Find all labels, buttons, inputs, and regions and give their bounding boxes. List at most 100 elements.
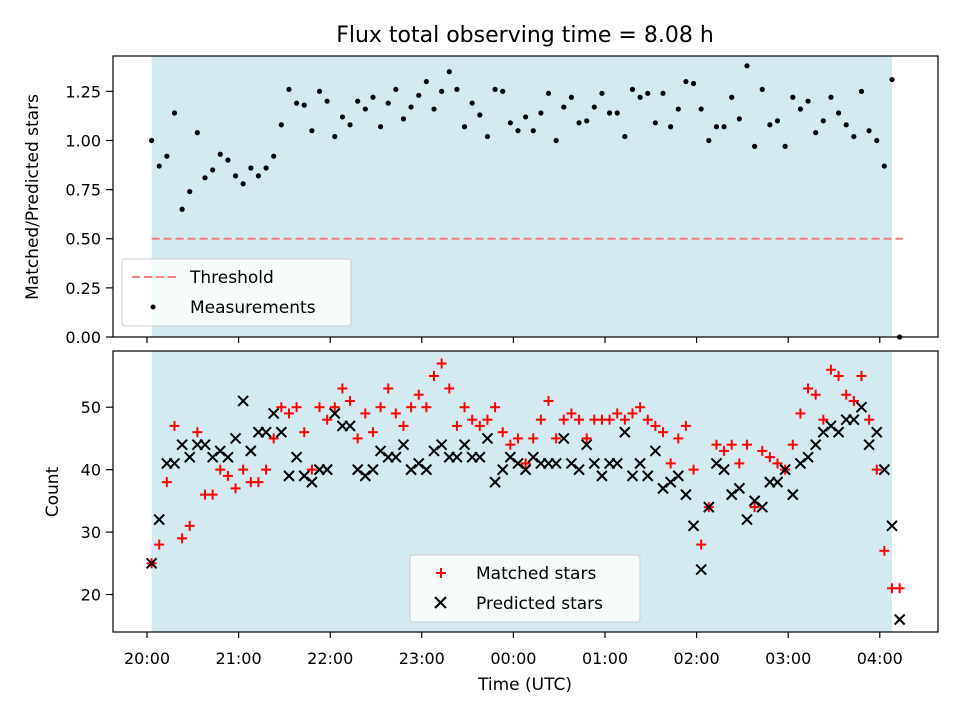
matched-star-point <box>825 364 836 375</box>
measurement-point <box>484 133 491 140</box>
matched-star-point <box>551 433 562 444</box>
measurement-point <box>790 94 796 100</box>
matched-star-point <box>413 389 424 400</box>
measurement-point <box>828 94 834 100</box>
measurement-point <box>187 188 193 195</box>
predicted-star-point <box>741 513 753 526</box>
measurement-point <box>309 128 315 134</box>
matched-star-point <box>154 539 165 550</box>
predicted-star-point <box>802 451 814 463</box>
chart-title: Flux total observing time = 8.08 h <box>336 23 714 48</box>
measurement-point <box>759 86 765 93</box>
measurement-point <box>210 167 216 173</box>
predicted-star-point <box>558 432 570 445</box>
predicted-star-point <box>229 432 242 445</box>
matched-star-point <box>566 408 577 419</box>
bottom-legend-box <box>409 554 641 623</box>
predicted-star-point <box>268 407 280 420</box>
measurement-point <box>225 157 231 163</box>
measurement-point <box>797 106 804 112</box>
matched-star-point <box>558 414 569 425</box>
matched-star-point <box>299 427 310 438</box>
matched-star-point <box>222 470 233 481</box>
measurement-point <box>400 116 407 122</box>
measurement-point <box>347 122 353 128</box>
measurement-point <box>629 86 636 93</box>
matched-star-point <box>322 414 333 425</box>
measurement-point <box>545 90 552 96</box>
matched-star-point <box>406 402 417 413</box>
predicted-star-point <box>306 476 318 488</box>
xtick-label: 23:00 <box>399 649 445 668</box>
matched-star-point <box>726 439 737 450</box>
predicted-star-point <box>451 451 463 463</box>
predicted-star-point <box>756 501 768 513</box>
matched-star-point <box>864 414 875 425</box>
matched-legend-marker <box>436 568 446 578</box>
predicted-star-point <box>687 520 700 532</box>
measurement-point <box>851 133 857 140</box>
predicted-star-point <box>321 463 333 476</box>
predicted-star-point <box>222 451 234 463</box>
matched-star-point <box>207 489 218 500</box>
predicted-star-point <box>435 438 448 451</box>
measurement-point <box>171 110 178 116</box>
predicted-star-point <box>787 488 799 501</box>
matched-legend-label: Matched stars <box>476 564 596 584</box>
measurement-point <box>179 206 185 212</box>
xtick-label: 02:00 <box>674 649 720 668</box>
measurement-point <box>454 86 460 93</box>
measurement-point <box>736 116 742 122</box>
measurement-point <box>416 92 422 98</box>
measurement-point <box>835 110 842 116</box>
bottom-panel: 20 30 40 50 20:00 21:00 22:00 23:00 00:00 01:00 0… <box>43 350 939 695</box>
matched-star-point <box>612 408 623 419</box>
matched-star-point <box>215 464 226 475</box>
matched-star-point <box>184 520 195 531</box>
matched-star-point <box>673 433 684 444</box>
matched-star-point <box>474 420 485 431</box>
xtick-label: 01:00 <box>582 649 628 668</box>
predicted-star-point <box>855 401 868 413</box>
matched-star-point <box>658 427 669 438</box>
matched-star-point <box>390 408 401 419</box>
matched-star-point <box>238 464 249 475</box>
predicted-star-point <box>809 438 822 451</box>
matched-star-point <box>642 414 653 425</box>
predicted-star-point <box>695 563 707 576</box>
matched-star-point <box>719 445 730 456</box>
predicted-star-point <box>886 520 898 532</box>
measurement-point <box>889 76 895 83</box>
matched-star-point <box>772 458 783 469</box>
matched-star-point <box>627 408 638 419</box>
matched-star-point <box>360 408 371 419</box>
measurement-point <box>538 110 544 116</box>
predicted-star-point <box>596 470 608 482</box>
predicted-star-point <box>145 557 158 570</box>
measurement-point <box>469 100 475 106</box>
predicted-star-point <box>245 445 257 457</box>
xtick-label: 22:00 <box>307 649 353 668</box>
predicted-star-point <box>863 438 875 451</box>
measurement-point <box>591 104 597 110</box>
matched-star-point <box>314 402 325 413</box>
measurement-point <box>278 122 284 128</box>
predicted-star-point <box>184 451 196 463</box>
measurement-point <box>423 78 429 85</box>
measurement-point <box>477 112 483 118</box>
predicted-legend-marker <box>434 596 447 609</box>
measurement-point <box>568 94 575 100</box>
matched-star-point <box>345 395 356 406</box>
predicted-star-point <box>649 445 662 457</box>
predicted-star-point <box>733 482 746 495</box>
matched-star-point <box>161 477 172 488</box>
predicted-star-point <box>497 463 509 476</box>
measurements-legend-label: Measurements <box>190 298 316 318</box>
measurement-point <box>240 181 246 187</box>
measurement-point <box>446 69 452 75</box>
bottom-ytick-label: 40 <box>81 461 101 480</box>
measurement-point <box>820 118 826 124</box>
matched-star-point <box>276 402 287 413</box>
measurement-point <box>843 122 849 128</box>
measurement-point <box>248 165 254 171</box>
